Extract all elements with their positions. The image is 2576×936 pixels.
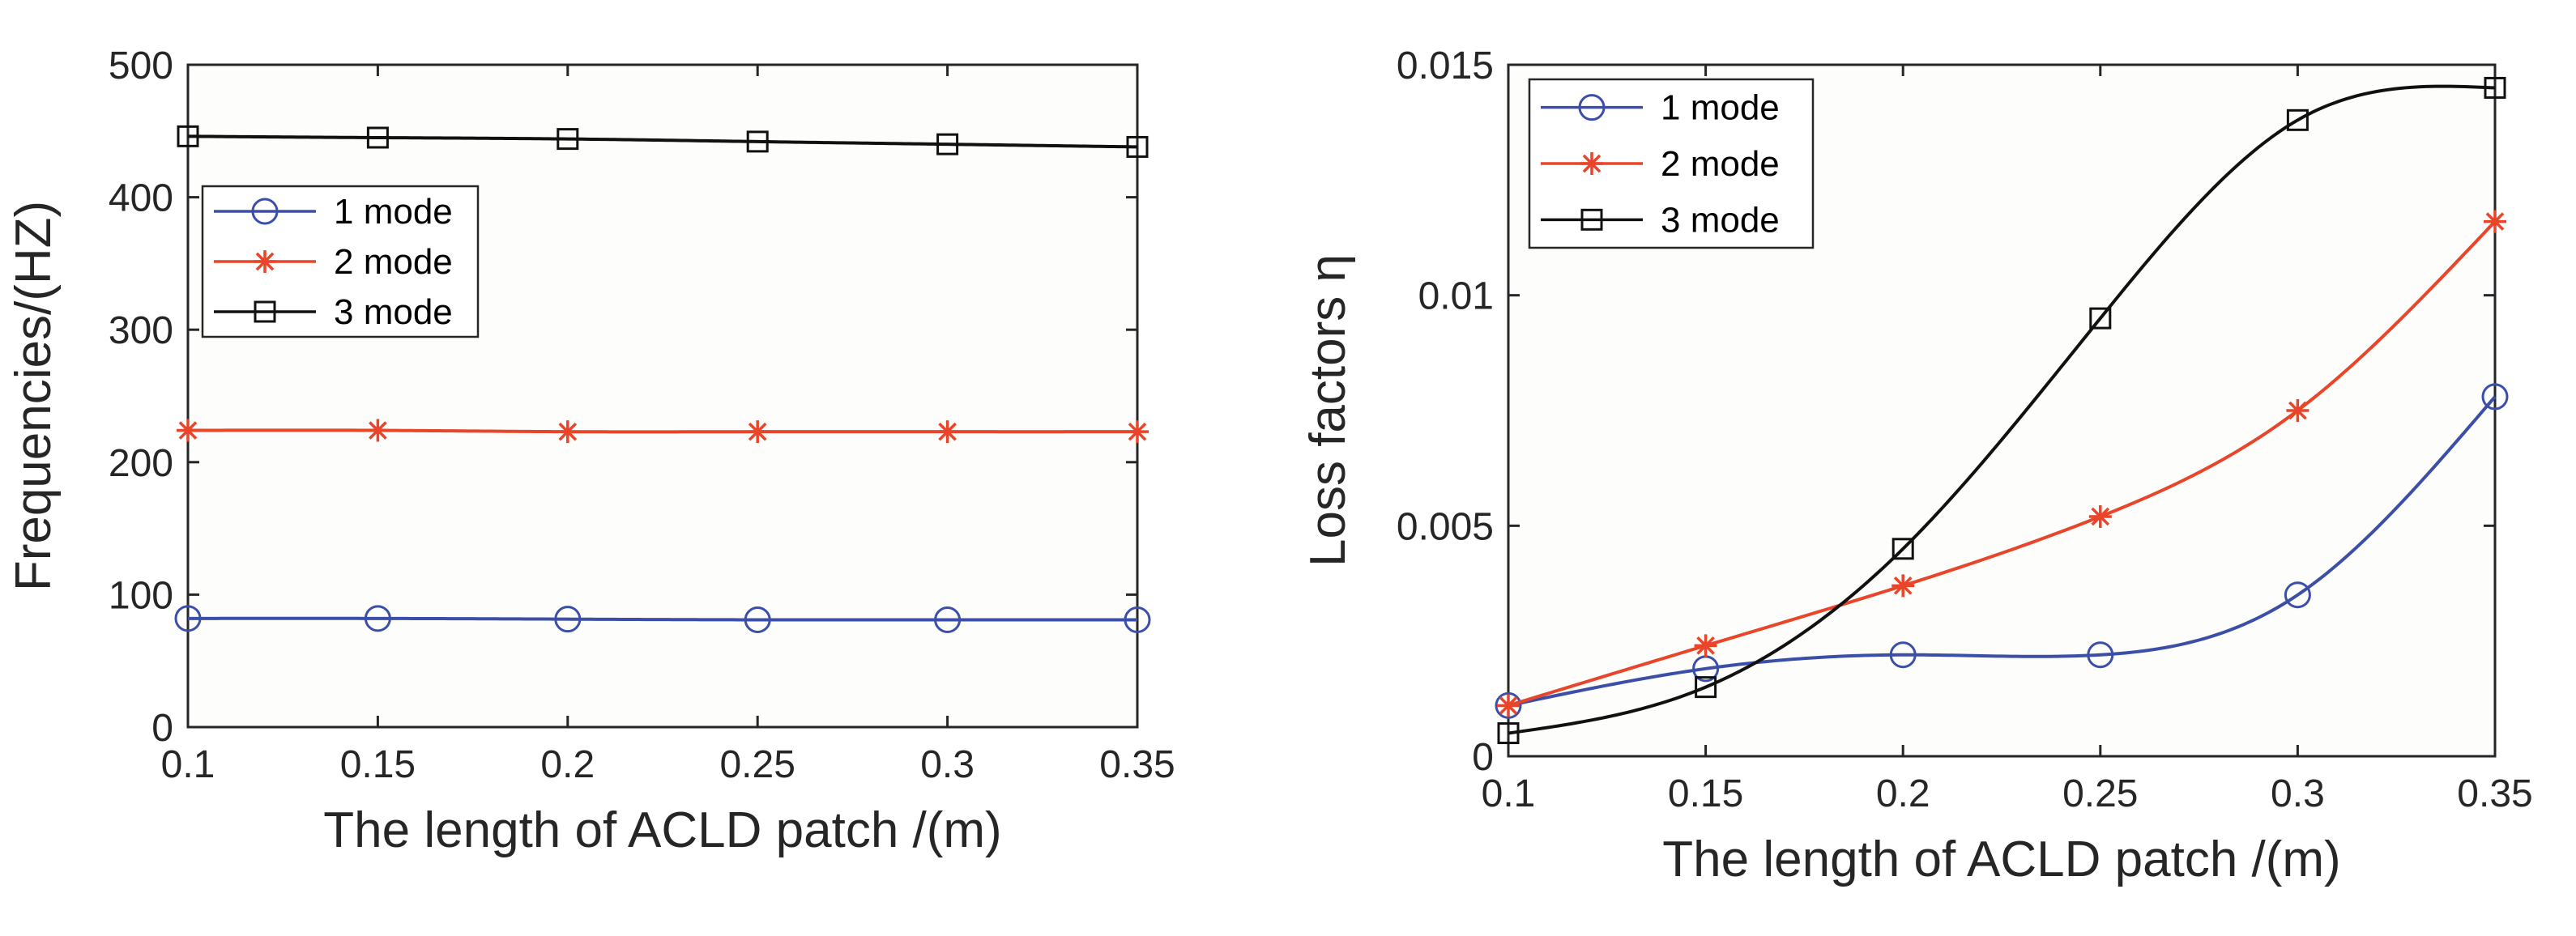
data-point [2089,307,2112,330]
data-point [366,126,389,149]
data-point [746,420,770,444]
frequency-chart: 0.1 0.15 0.2 0.25 0.3 0.35 0 100 200 300 400 500 The… [6,45,1175,858]
x-tick-label: 0.2 [540,743,595,786]
legend-marker [251,198,279,225]
x-tick-label: 0.15 [1668,772,1743,815]
x-tick-label: 0.35 [1099,743,1175,786]
data-point [174,605,202,632]
data-point [177,125,199,147]
data-point [744,606,771,633]
data-point [934,606,962,633]
data-point [1495,691,1522,719]
legend-item: 3 mode [214,292,453,332]
legend: 1 mode 2 mode 3 mode [1528,78,1815,249]
data-point [1124,606,1151,633]
data-point [936,420,959,444]
y-tick-label: 0.005 [1397,505,1494,548]
legend-label: 3 mode [334,292,453,332]
series-3 [177,125,1149,158]
x-axis-title: The length of ACLD patch /(m) [1662,832,2340,887]
data-point [2088,504,2112,528]
y-tick-label: 0.015 [1397,45,1494,87]
data-point [2484,76,2506,99]
series-line [1508,84,2496,735]
series-line [187,134,1138,149]
data-point [1497,722,1520,745]
series-1 [1495,383,2509,719]
legend-item: 3 mode [1541,200,1780,240]
data-point [1126,135,1149,158]
legend-item: 1 mode [214,192,453,232]
data-point [1891,538,1914,560]
x-tick-label: 0.1 [161,743,215,786]
x-tick-label: 0.25 [719,743,795,786]
data-point [1889,641,1917,669]
y-tick-label: 400 [109,177,173,220]
x-tick-label: 0.35 [2457,772,2532,815]
x-tick-label: 0.25 [2062,772,2138,815]
x-axis-title: The length of ACLD patch /(m) [323,802,1001,858]
data-point [554,606,582,633]
y-axis-title: Frequencies/(HZ) [6,201,62,591]
data-point [2284,581,2311,609]
data-point [2481,383,2509,411]
y-tick-label: 0 [151,707,173,750]
data-point [2286,108,2309,131]
data-point [2286,399,2309,422]
legend-item: 1 mode [1541,88,1780,128]
x-tick-label: 0.15 [340,743,416,786]
data-point [936,133,959,155]
series-1 [174,605,1151,633]
legend-marker [1580,208,1603,231]
x-tick-label: 0.1 [1482,772,1536,815]
axes-box [186,63,1139,729]
axes-box [1507,63,2497,758]
x-tick-label: 0.2 [1876,772,1930,815]
legend-label: 2 mode [334,242,453,282]
data-point [2484,210,2506,233]
legend: 1 mode 2 mode 3 mode [201,185,480,338]
data-point [364,605,391,632]
data-point [366,419,390,442]
loss-factor-chart: 0.1 0.15 0.2 0.25 0.3 0.35 0 0.005 0.01 0.015 The … [1300,45,2533,887]
data-point [177,419,199,442]
x-tick-label: 0.3 [2271,772,2325,815]
legend-marker [254,250,276,273]
data-point [1891,574,1915,598]
legend-item: 2 mode [214,242,453,282]
legend-label: 3 mode [1661,200,1780,240]
series-line [1508,220,2497,708]
series-line [187,616,1137,622]
data-point [557,128,579,151]
legend-item: 2 mode [1541,144,1780,184]
series-2 [177,419,1149,444]
data-point [2087,641,2114,669]
legend-marker [254,300,276,323]
data-point [556,420,579,444]
series-line [187,428,1137,434]
plot-area [188,65,1137,727]
y-tick-label: 0 [1472,736,1494,779]
legend-marker [1580,152,1603,175]
legend-marker [1578,94,1606,121]
series-line [1508,395,2497,708]
y-tick-label: 500 [109,45,173,87]
y-tick-label: 200 [109,442,173,485]
y-tick-label: 100 [109,574,173,617]
legend-label: 1 mode [1661,88,1780,128]
y-tick-label: 0.01 [1418,275,1494,318]
legend-label: 2 mode [1661,144,1780,184]
x-tick-label: 0.3 [920,743,975,786]
data-point [1694,634,1717,657]
data-point [1695,676,1717,699]
data-point [1497,694,1520,717]
data-point [746,130,769,153]
y-axis-title: Loss factors η [1300,254,1356,567]
data-point [1126,420,1149,444]
series-3 [1497,76,2506,745]
series-2 [1497,210,2506,717]
y-tick-label: 300 [109,309,173,352]
legend-label: 1 mode [334,192,453,232]
